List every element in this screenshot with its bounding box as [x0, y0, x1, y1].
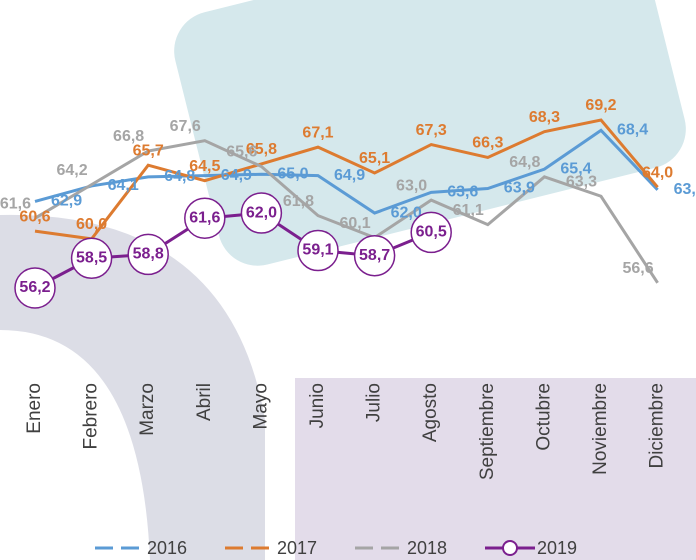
value-label: 64,2: [56, 162, 87, 179]
legend-label: 2016: [147, 538, 187, 558]
series-line: [34, 118, 659, 241]
value-label: 65,6: [226, 144, 257, 161]
value-label: 58,5: [76, 249, 107, 266]
point-marker: [184, 197, 226, 239]
x-tick-label: Octubre: [533, 383, 554, 451]
value-label: 61,1: [453, 202, 484, 219]
value-label: 64,1: [108, 177, 139, 194]
x-tick-label: Julio: [364, 383, 385, 422]
point-marker: [353, 234, 396, 277]
series-line: [34, 139, 659, 284]
value-label: 68,3: [529, 109, 560, 126]
decor-purple: [295, 378, 696, 560]
value-label: 62,0: [391, 204, 422, 221]
x-tick-label: Noviembre: [590, 383, 611, 475]
x-tick-label: Febrero: [81, 383, 102, 450]
value-label: 60,6: [19, 208, 50, 225]
point-marker: [410, 211, 452, 254]
value-label: 62,9: [51, 193, 82, 210]
x-tick-label: Marzo: [137, 383, 158, 436]
value-label: 67,6: [170, 118, 201, 135]
x-tick-label: Agosto: [420, 383, 441, 442]
value-label: 64,8: [509, 154, 540, 171]
value-label: 64,0: [642, 164, 673, 181]
x-tick-label: Abril: [194, 383, 215, 421]
value-label: 61,6: [0, 195, 31, 212]
x-tick-label: Junio: [307, 383, 328, 428]
value-label: 65,1: [359, 150, 390, 167]
value-label: 58,8: [133, 246, 164, 263]
value-label: 64,8: [164, 168, 195, 185]
value-label: 63,8: [674, 181, 696, 198]
value-label: 63,6: [447, 184, 478, 201]
point-marker: [297, 229, 339, 272]
value-label: 66,3: [472, 135, 503, 152]
point-marker: [127, 233, 169, 276]
value-label: 64,9: [334, 167, 365, 184]
value-label: 67,1: [302, 124, 333, 141]
value-label: 64,5: [189, 158, 220, 175]
legend: 2016 2017 2018 2019: [95, 538, 577, 558]
value-label: 66,8: [113, 128, 144, 145]
x-tick-label: Diciembre: [647, 383, 668, 469]
value-label: 58,7: [359, 247, 390, 264]
value-label: 62,0: [246, 204, 277, 221]
value-label: 56,2: [19, 279, 50, 296]
value-label: 69,2: [585, 97, 616, 114]
value-label: 64,9: [221, 167, 252, 184]
value-label: 60,5: [416, 224, 447, 241]
value-label: 63,9: [504, 180, 535, 197]
value-label: 65,8: [246, 141, 277, 158]
value-label: 56,6: [622, 260, 653, 277]
value-label: 60,1: [339, 215, 370, 232]
point-marker: [14, 267, 56, 309]
value-label: 60,0: [76, 216, 107, 233]
point-marker: [240, 192, 283, 234]
x-tick-label: Septiembre: [477, 383, 498, 480]
value-label: 68,4: [617, 122, 648, 139]
value-label: 63,0: [396, 177, 427, 194]
legend-label: 2019: [537, 538, 577, 558]
decor-blue: [174, 0, 686, 266]
value-label: 65,7: [133, 142, 164, 159]
legend-label: 2018: [407, 538, 447, 558]
x-tick-label: Mayo: [250, 383, 271, 429]
legend-label: 2017: [277, 538, 317, 558]
value-label: 63,3: [566, 173, 597, 190]
value-label: 61,6: [189, 209, 220, 226]
value-label: 59,1: [302, 242, 333, 259]
value-label: 65,0: [277, 165, 308, 182]
value-label: 65,4: [560, 160, 591, 177]
legend-marker: [502, 540, 518, 556]
value-label: 61,8: [283, 193, 314, 210]
plot: Enero Febrero Marzo Abril Mayo Junio Julio Agos…: [0, 97, 696, 480]
value-label: 67,3: [416, 122, 447, 139]
x-tick-label: Enero: [24, 383, 45, 434]
point-marker: [70, 237, 113, 280]
decor-gray: [0, 214, 265, 560]
